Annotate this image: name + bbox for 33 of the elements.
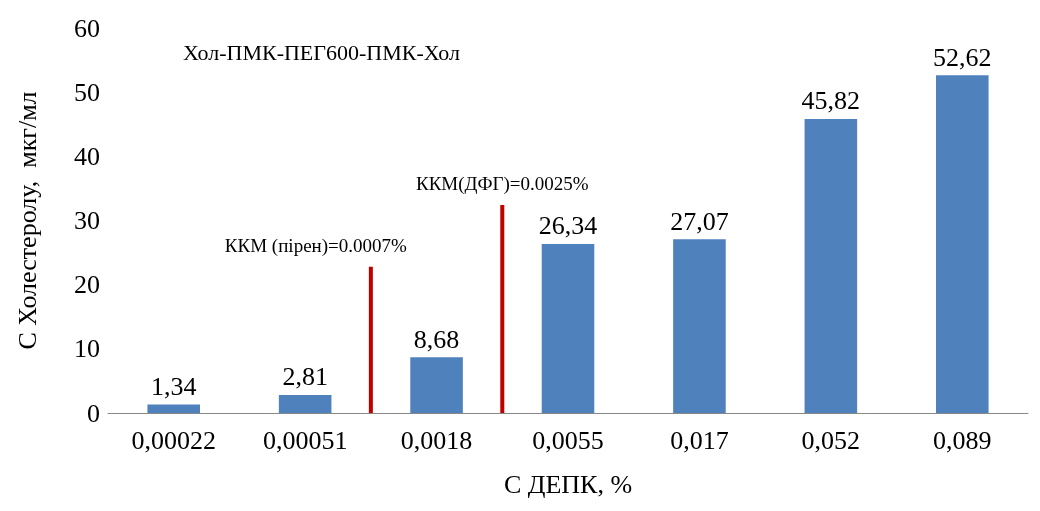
data-label: 52,62 [933,42,992,72]
annotation: ККМ (пірен)=0.0007% [224,234,408,257]
x-tick-label: 0,089 [933,425,992,455]
y-tick-label: 60 [74,13,100,43]
y-tick-label: 40 [74,141,100,171]
bar [147,404,200,413]
bar [804,118,858,413]
data-label: 2,81 [282,362,328,392]
data-label: 26,34 [538,211,598,241]
bar [936,75,989,413]
bar [541,243,595,413]
bar [673,239,726,413]
y-tick-label: 10 [74,334,100,364]
annotation: ККМ(ДФГ)=0.0025% [415,173,589,196]
data-label: 1,34 [150,371,197,401]
data-label: 27,07 [670,206,729,236]
y-tick-label: 30 [74,206,100,235]
x-tick-label: 0,052 [801,425,861,455]
data-label: 45,82 [801,86,861,116]
x-axis-title: С ДЕПК, % [503,469,633,499]
text: Хол-ПМК-ПЕГ600-ПМК-Хол [183,39,460,65]
y-tick-label: 0 [87,398,100,428]
bar [410,357,463,413]
x-tick-label: 0,00022 [131,425,216,455]
x-tick-label: 0,00051 [262,425,348,455]
x-tick-label: 0,0018 [400,425,473,455]
x-tick-label: 0,0055 [532,425,604,455]
x-tick-label: 0,017 [670,425,729,455]
y-axis-title: С Холестеролу, мкг/мл [12,91,42,350]
y-tick-label: 20 [74,270,100,300]
bar [278,394,332,413]
y-tick-label: 50 [74,77,100,107]
data-label: 8,68 [413,324,460,354]
